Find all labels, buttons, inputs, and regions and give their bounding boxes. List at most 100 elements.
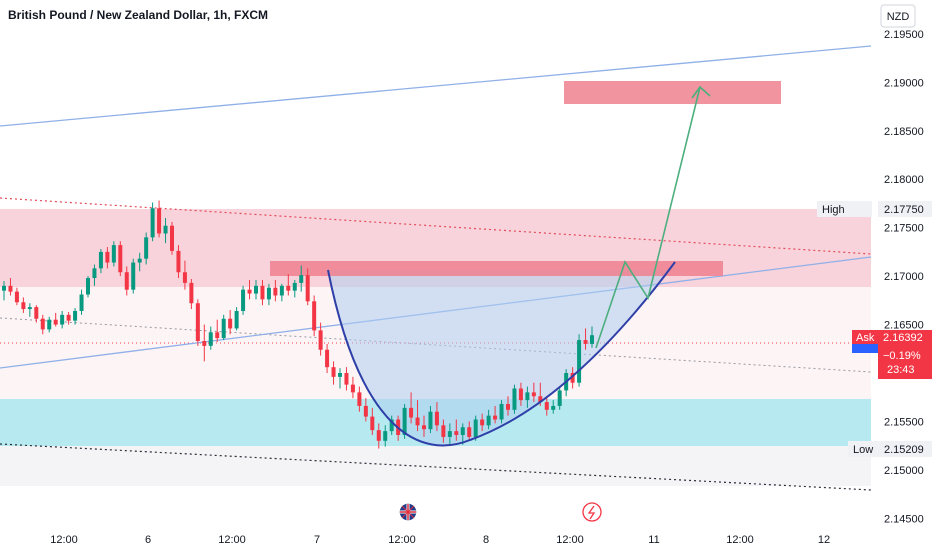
candle-body[interactable] (344, 372, 349, 385)
target-box[interactable] (564, 81, 781, 104)
candle-body[interactable] (325, 349, 330, 368)
candle-body[interactable] (299, 275, 304, 283)
projection-path[interactable] (595, 86, 701, 349)
candle-body[interactable] (538, 396, 543, 403)
candle-body[interactable] (241, 289, 246, 311)
resistance-box[interactable] (270, 261, 723, 276)
candle-body[interactable] (189, 282, 194, 304)
candle-body[interactable] (1, 285, 7, 291)
candle-body[interactable] (512, 388, 517, 410)
candle-body[interactable] (577, 340, 582, 383)
candle-body[interactable] (118, 245, 123, 273)
candle-body[interactable] (421, 425, 427, 430)
candle-body[interactable] (454, 431, 459, 435)
candle-body[interactable] (73, 310, 78, 321)
candle-body[interactable] (447, 431, 452, 437)
candle-body[interactable] (150, 208, 155, 238)
candle-body[interactable] (260, 285, 265, 300)
candle-body[interactable] (589, 335, 595, 344)
candle-body[interactable] (570, 372, 575, 383)
candle-body[interactable] (544, 402, 549, 410)
candle-body[interactable] (467, 427, 472, 437)
candle-body[interactable] (273, 287, 278, 296)
candle-body[interactable] (53, 319, 58, 325)
candle-body[interactable] (27, 307, 32, 310)
candle-body[interactable] (47, 319, 52, 330)
candle-body[interactable] (415, 417, 420, 426)
candle-body[interactable] (525, 392, 530, 401)
candle-body[interactable] (34, 307, 39, 319)
candle-body[interactable] (376, 430, 381, 441)
candle-body[interactable] (337, 372, 343, 377)
candle-body[interactable] (253, 285, 259, 294)
price-axis[interactable] (871, 0, 932, 550)
candle-body[interactable] (40, 318, 45, 330)
candle-body[interactable] (21, 302, 26, 310)
currency-button[interactable] (880, 4, 916, 28)
lower-dotted-trendline[interactable] (0, 443, 872, 491)
candle-body[interactable] (583, 340, 588, 344)
candle-body[interactable] (357, 392, 362, 406)
candle-body[interactable] (331, 367, 336, 377)
candle-body[interactable] (499, 403, 504, 420)
candle-body[interactable] (409, 407, 414, 418)
candle-body[interactable] (137, 258, 142, 263)
candle-body[interactable] (266, 287, 271, 300)
uk-flag-icon[interactable] (398, 502, 418, 522)
candle-body[interactable] (157, 208, 162, 234)
candle-body[interactable] (370, 416, 375, 431)
candle-body[interactable] (92, 268, 97, 279)
candle-body[interactable] (318, 330, 323, 350)
candle-body[interactable] (111, 245, 116, 263)
candle-body[interactable] (493, 415, 498, 420)
candle-body[interactable] (434, 411, 439, 426)
candle-body[interactable] (531, 392, 536, 397)
candle-body[interactable] (473, 419, 478, 437)
candle-body[interactable] (247, 289, 252, 294)
upper-dotted-trendline[interactable] (0, 197, 872, 255)
candle-body[interactable] (505, 403, 511, 410)
candle-body[interactable] (98, 251, 103, 269)
candle-body[interactable] (383, 431, 388, 441)
candle-body[interactable] (279, 285, 284, 296)
candle-body[interactable] (182, 272, 187, 283)
candle-body[interactable] (402, 407, 407, 435)
cup-curve[interactable] (327, 261, 676, 447)
candle-body[interactable] (176, 250, 181, 273)
candle-body[interactable] (312, 301, 317, 331)
candle-body[interactable] (79, 294, 84, 311)
candle-body[interactable] (518, 388, 523, 401)
candle-body[interactable] (286, 285, 291, 291)
candle-body[interactable] (85, 278, 91, 295)
candle-body[interactable] (169, 225, 175, 251)
upper-channel-line[interactable] (0, 45, 872, 127)
candle-body[interactable] (551, 405, 556, 410)
candle-body[interactable] (66, 314, 71, 321)
candle-body[interactable] (202, 341, 207, 346)
candle-body[interactable] (208, 332, 213, 346)
candle-body[interactable] (215, 332, 220, 339)
candle-body[interactable] (105, 251, 110, 263)
candle-body[interactable] (144, 237, 149, 259)
candle-body[interactable] (460, 427, 465, 435)
candle-body[interactable] (124, 272, 129, 290)
candle-body[interactable] (292, 282, 297, 291)
candle-body[interactable] (131, 262, 136, 290)
candle-body[interactable] (557, 390, 562, 406)
candle-body[interactable] (228, 318, 233, 329)
candle-body[interactable] (221, 318, 226, 339)
candle-body[interactable] (8, 285, 13, 292)
candle-body[interactable] (14, 291, 19, 303)
candle-body[interactable] (163, 225, 168, 234)
candle-body[interactable] (363, 405, 368, 417)
candle-body[interactable] (486, 415, 491, 426)
candle-body[interactable] (305, 275, 310, 302)
time-axis[interactable] (0, 528, 871, 550)
candle-body[interactable] (195, 303, 200, 342)
candle-body[interactable] (480, 419, 485, 426)
lightning-icon[interactable] (582, 502, 602, 522)
candle-body[interactable] (350, 384, 355, 393)
candle-body[interactable] (441, 425, 446, 437)
candle-body[interactable] (234, 310, 239, 329)
